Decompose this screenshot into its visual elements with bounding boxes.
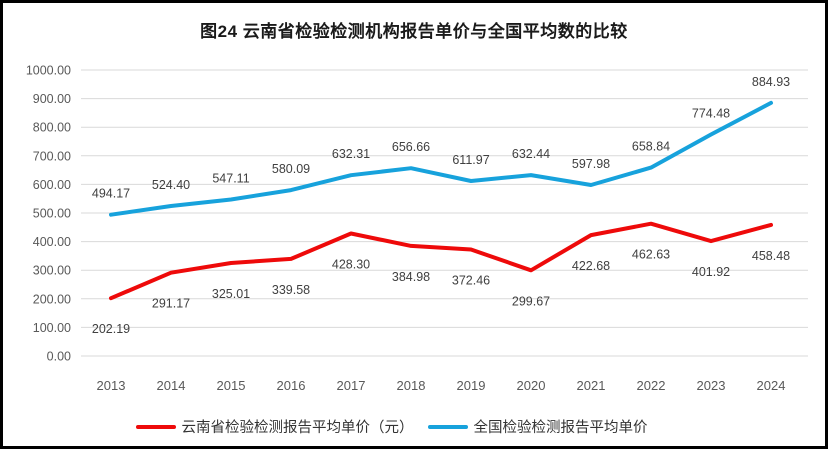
legend-line-blue	[427, 424, 468, 429]
data-label: 597.98	[572, 157, 610, 171]
data-label: 547.11	[212, 172, 249, 186]
y-tick-label: 700.00	[33, 149, 71, 163]
x-tick-label: 2023	[697, 378, 726, 393]
data-label: 884.93	[752, 75, 790, 89]
data-label: 632.31	[332, 147, 370, 161]
legend-item-yunnan: 云南省检验检测报告平均单价（元）	[135, 416, 414, 437]
data-label: 428.30	[332, 258, 370, 272]
line-chart-plot: 0.00 100.00 200.00 300.00 400.00 500.00 600.00…	[26, 64, 808, 393]
x-tick-label: 2019	[457, 378, 486, 393]
y-tick-label: 0.00	[47, 350, 71, 364]
y-tick-label: 300.00	[33, 264, 71, 278]
x-tick-label: 2015	[217, 378, 246, 393]
data-label: 372.46	[452, 273, 490, 287]
data-label: 401.92	[692, 265, 730, 279]
data-label: 291.17	[152, 297, 190, 311]
data-label: 580.09	[272, 162, 310, 176]
x-tick-label: 2024	[757, 378, 786, 393]
data-label: 632.44	[512, 147, 550, 161]
y-tick-label: 800.00	[33, 121, 71, 135]
data-label: 774.48	[692, 106, 730, 120]
y-tick-label: 1000.00	[26, 64, 71, 78]
legend-label-national: 全国检验检测报告平均单价	[473, 420, 648, 436]
data-label: 325.01	[212, 287, 250, 301]
y-tick-label: 600.00	[33, 178, 71, 192]
data-label: 422.68	[572, 259, 610, 273]
data-label: 462.63	[632, 248, 670, 262]
legend-label-yunnan: 云南省检验检测报告平均单价（元）	[181, 420, 414, 436]
x-tick-label: 2013	[97, 378, 126, 393]
x-tick-label: 2017	[337, 378, 366, 393]
x-tick-label: 2016	[277, 378, 306, 393]
x-tick-label: 2022	[637, 378, 666, 393]
legend-line-red	[135, 424, 176, 429]
y-tick-label: 500.00	[33, 207, 71, 221]
data-label: 299.67	[512, 294, 550, 308]
data-label: 339.58	[272, 283, 310, 297]
x-tick-label: 2021	[577, 378, 606, 393]
data-label: 384.98	[392, 270, 430, 284]
x-tick-label: 2018	[397, 378, 426, 393]
legend-item-national: 全国检验检测报告平均单价	[427, 416, 648, 437]
y-tick-label: 900.00	[33, 92, 71, 106]
y-tick-label: 100.00	[33, 321, 71, 335]
series-line-0	[109, 221, 773, 301]
data-label: 656.66	[392, 140, 430, 154]
series-line-1	[109, 100, 773, 217]
data-label: 458.48	[752, 249, 790, 263]
data-label: 658.84	[632, 140, 670, 154]
x-tick-label: 2020	[517, 378, 546, 393]
data-label: 494.17	[92, 187, 130, 201]
data-label: 611.97	[452, 153, 489, 167]
data-label: 524.40	[152, 178, 190, 192]
y-tick-label: 400.00	[33, 235, 71, 249]
legend: 云南省检验检测报告平均单价（元） 全国检验检测报告平均单价	[3, 416, 825, 437]
y-tick-label: 200.00	[33, 292, 71, 306]
data-label: 202.19	[92, 322, 130, 336]
x-tick-label: 2014	[157, 378, 186, 393]
chart-title: 图24 云南省检验检测机构报告单价与全国平均数的比较	[200, 22, 628, 41]
